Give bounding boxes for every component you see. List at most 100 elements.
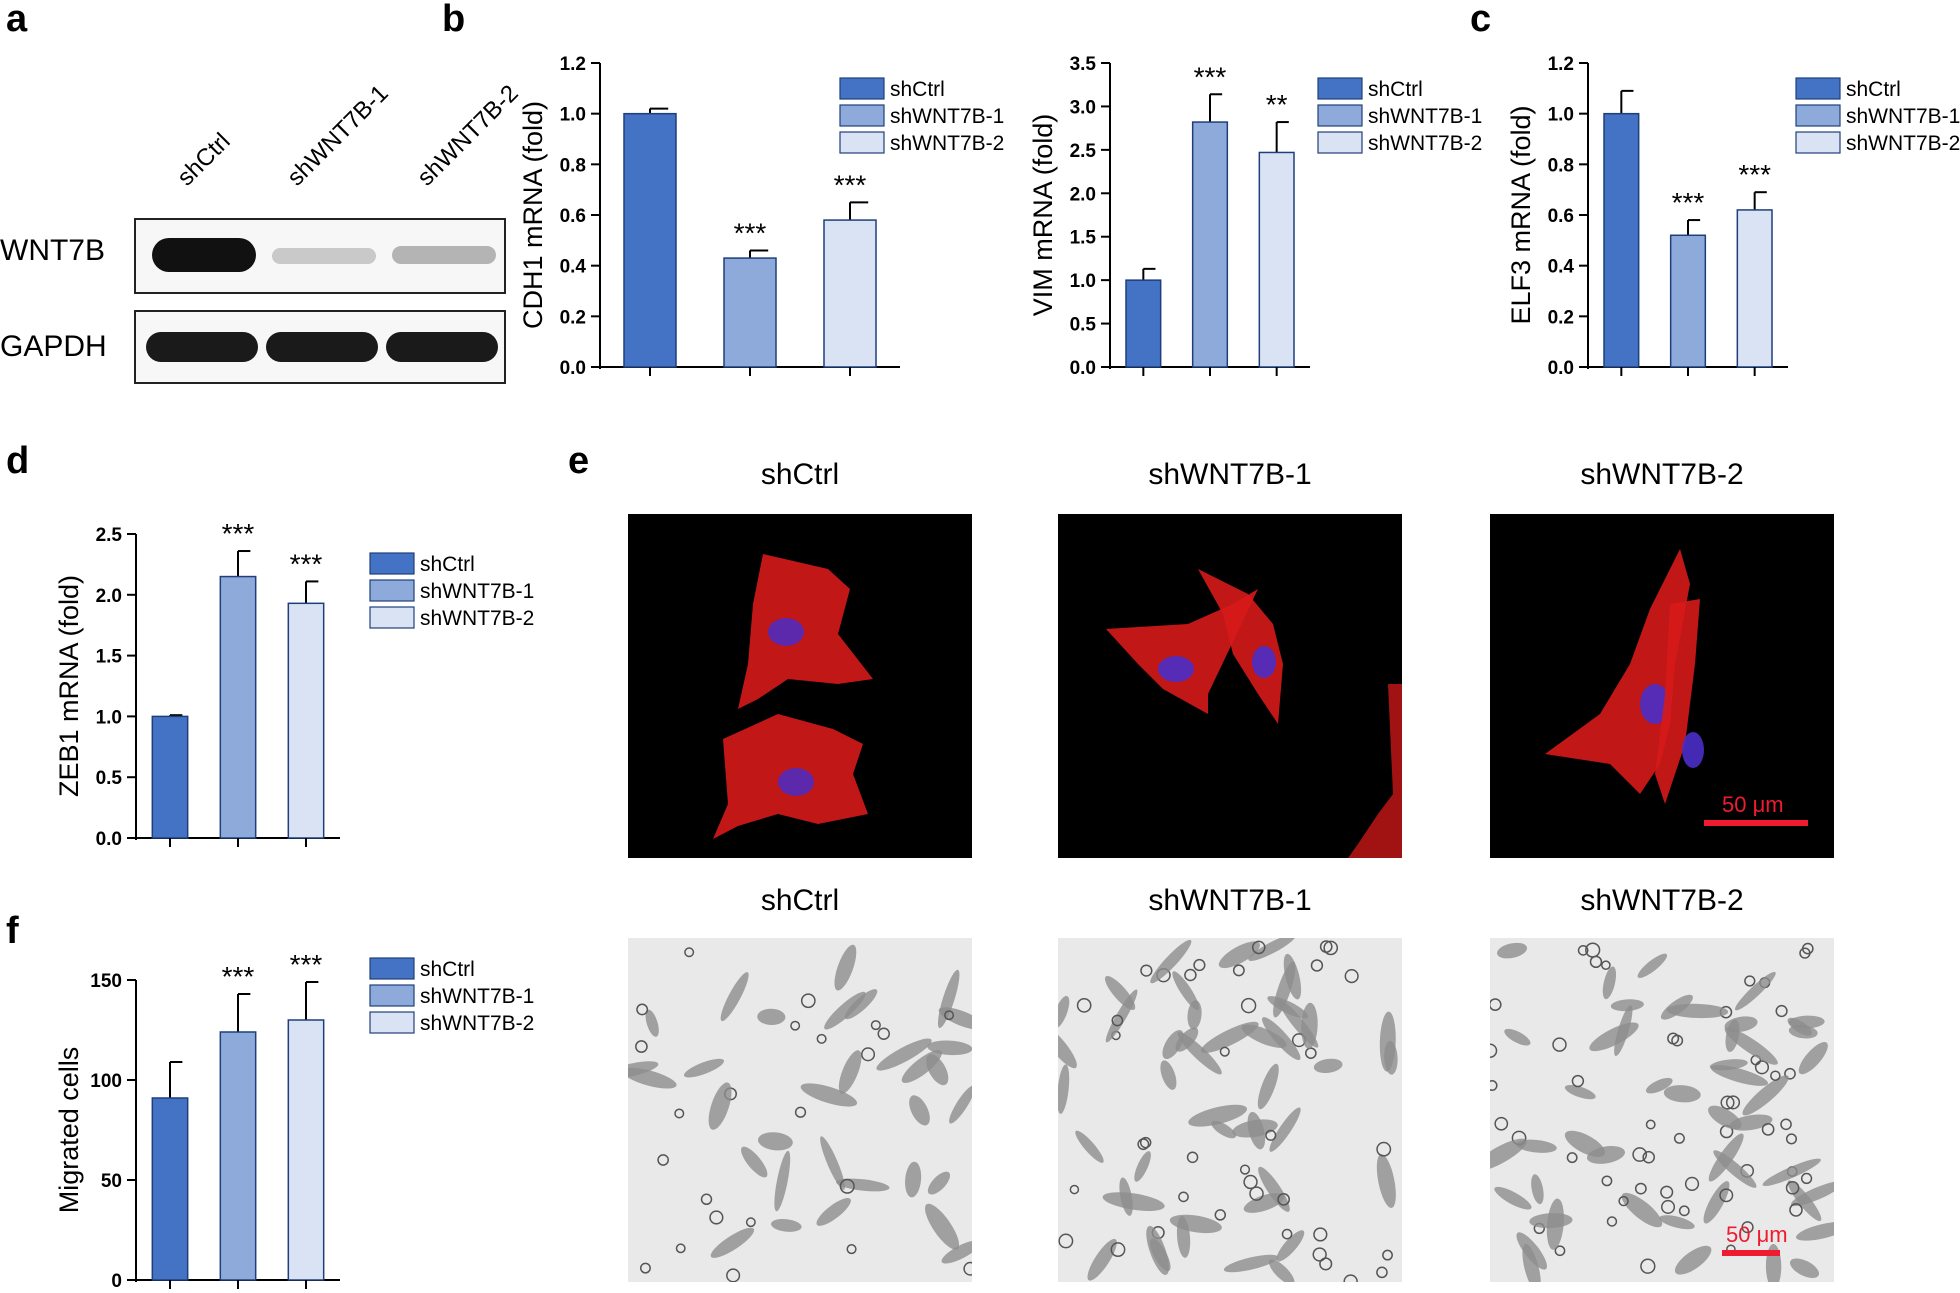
- cell-marker: [1490, 1138, 1527, 1172]
- blot-band: [146, 332, 258, 362]
- legend-swatch: [1795, 104, 1841, 127]
- cell-marker: [816, 1198, 851, 1226]
- cell-marker: [1554, 1245, 1566, 1257]
- scale-bar: [1704, 820, 1808, 826]
- y-tick-label: 0.6: [560, 206, 586, 227]
- brightfield-image: [628, 938, 972, 1282]
- cell-marker: [1666, 1003, 1729, 1019]
- legend-swatch: [839, 131, 885, 154]
- cell-marker: [684, 947, 695, 958]
- cell-marker: [870, 1020, 881, 1031]
- cell-marker: [741, 1146, 768, 1178]
- significance-label: ***: [222, 518, 255, 549]
- fluorescence-image: [1058, 514, 1402, 858]
- cell-marker: [1241, 1024, 1287, 1048]
- blot-row-label-wnt7b: WNT7B: [0, 234, 105, 267]
- cell-marker: [1796, 1221, 1834, 1241]
- legend-swatch: [369, 579, 415, 602]
- cell-marker: [1281, 1228, 1293, 1240]
- fluorescence-image: [628, 514, 972, 858]
- cell-marker: [1546, 1198, 1564, 1250]
- cell-marker: [1552, 1037, 1567, 1052]
- cell-marker: [774, 1150, 791, 1212]
- cell-marker: [1134, 1151, 1151, 1182]
- cell-marker: [1494, 1186, 1532, 1210]
- cell-marker: [1789, 1203, 1803, 1217]
- bar: [1736, 209, 1773, 368]
- cell-marker: [944, 1010, 955, 1021]
- cell-marker: [1232, 964, 1245, 977]
- cell-marker: [635, 1040, 648, 1053]
- cell-marker: [1305, 1047, 1317, 1059]
- significance-label: ***: [1194, 61, 1227, 92]
- cell-marker: [1102, 1192, 1165, 1211]
- panel-letter-f: f: [6, 910, 19, 952]
- bar: [151, 1097, 189, 1281]
- cell-marker: [770, 1218, 802, 1232]
- cell-marker: [675, 1243, 686, 1254]
- y-tick-label: 1.5: [96, 647, 123, 668]
- cell-marker: [1150, 939, 1192, 984]
- cell-marker: [1494, 1116, 1509, 1131]
- y-tick-label: 0.6: [1548, 206, 1574, 227]
- legend-swatch: [369, 1011, 415, 1034]
- cell-marker: [1218, 941, 1260, 969]
- cell-marker: [1754, 1060, 1770, 1075]
- cell-marker: [1785, 1181, 1800, 1195]
- cell-marker: [708, 1082, 732, 1130]
- cell-marker: [1787, 1180, 1822, 1222]
- cell-marker: [1720, 1095, 1735, 1110]
- cell-marker: [927, 1171, 951, 1195]
- cell-marker: [1564, 1084, 1596, 1100]
- cell-marker: [1265, 1129, 1277, 1141]
- cell-marker: [1785, 1133, 1798, 1145]
- cell-marker: [1703, 1181, 1730, 1224]
- cell-marker: [1139, 1136, 1152, 1149]
- cell-marker: [683, 1058, 725, 1078]
- cell-marker: [876, 1038, 932, 1071]
- cell-marker: [1589, 955, 1603, 969]
- micrograph-title: shWNT7B-2: [1580, 458, 1744, 491]
- cell-marker: [949, 1085, 972, 1124]
- y-axis-label: VIM mRNA (fold): [1028, 114, 1058, 317]
- cell-marker: [846, 1244, 857, 1255]
- cell-marker: [709, 1210, 724, 1225]
- y-tick-label: 0.2: [560, 307, 586, 328]
- cell-marker: [1744, 975, 1756, 987]
- cell-marker: [1277, 1193, 1291, 1206]
- cell-marker: [1240, 997, 1257, 1014]
- y-tick-label: 1.0: [1070, 271, 1096, 292]
- blot-strip-wnt7b: [134, 218, 506, 294]
- cell-marker: [757, 1132, 793, 1151]
- cell-marker: [639, 1262, 651, 1274]
- y-tick-label: 0.5: [96, 768, 123, 789]
- cell-marker: [1490, 1043, 1498, 1058]
- cell-marker: [1725, 1095, 1741, 1110]
- cell-marker: [800, 993, 816, 1009]
- cell-marker: [1761, 1122, 1775, 1136]
- cell-marker: [1176, 1216, 1191, 1258]
- cell-marker: [1610, 999, 1644, 1012]
- cell-marker: [1186, 1151, 1199, 1164]
- bar: [151, 715, 189, 839]
- cell-marker: [645, 1009, 659, 1037]
- cell-marker: [1585, 942, 1601, 958]
- cell-marker: [1313, 1058, 1343, 1074]
- blot-band: [272, 248, 376, 264]
- cell-marker: [1637, 953, 1668, 978]
- blot-band: [152, 238, 256, 272]
- y-tick-label: 0.8: [560, 155, 586, 176]
- cell-marker: [674, 1108, 685, 1119]
- blot-band: [266, 332, 378, 362]
- cell-marker: [1111, 1014, 1124, 1027]
- significance-label: ***: [222, 961, 255, 992]
- significance-label: ***: [290, 949, 323, 980]
- cell-marker: [1219, 1046, 1230, 1057]
- cell-marker: [1645, 1119, 1656, 1130]
- cell-marker: [1632, 1147, 1648, 1162]
- y-tick-label: 0.0: [1070, 358, 1096, 379]
- cell-marker: [1634, 1182, 1647, 1195]
- y-tick-label: 50: [101, 1171, 122, 1192]
- cell-marker: [1780, 1118, 1792, 1131]
